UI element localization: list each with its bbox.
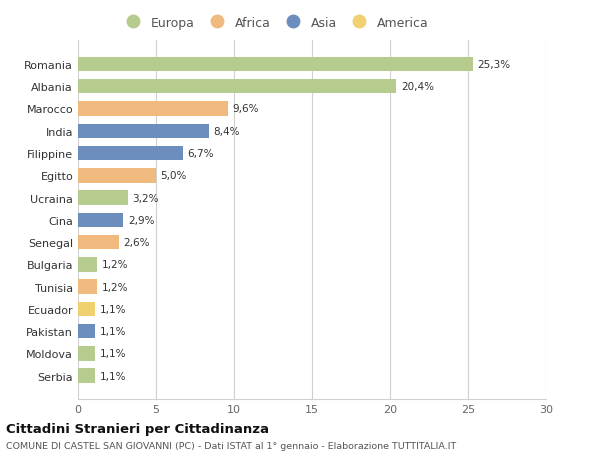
Text: COMUNE DI CASTEL SAN GIOVANNI (PC) - Dati ISTAT al 1° gennaio - Elaborazione TUT: COMUNE DI CASTEL SAN GIOVANNI (PC) - Dat… [6, 441, 456, 450]
Bar [78, 369, 95, 383]
Text: 8,4%: 8,4% [214, 127, 240, 136]
Bar [78, 124, 209, 139]
Text: 1,2%: 1,2% [101, 282, 128, 292]
Text: 5,0%: 5,0% [161, 171, 187, 181]
Text: 25,3%: 25,3% [478, 60, 511, 70]
Bar [78, 80, 396, 94]
Text: 1,1%: 1,1% [100, 371, 127, 381]
Text: 20,4%: 20,4% [401, 82, 434, 92]
Bar [78, 347, 95, 361]
Text: 6,7%: 6,7% [187, 149, 214, 159]
Bar [78, 213, 123, 228]
Bar [78, 191, 128, 205]
Text: 3,2%: 3,2% [133, 193, 159, 203]
Text: 2,9%: 2,9% [128, 215, 154, 225]
Bar [78, 280, 97, 294]
Bar [78, 146, 182, 161]
Bar [78, 235, 119, 250]
Text: 1,2%: 1,2% [101, 260, 128, 270]
Bar [78, 168, 156, 183]
Bar [78, 302, 95, 316]
Bar [78, 57, 473, 72]
Text: 2,6%: 2,6% [123, 238, 150, 247]
Text: 1,1%: 1,1% [100, 304, 127, 314]
Bar [78, 257, 97, 272]
Text: 1,1%: 1,1% [100, 349, 127, 358]
Text: Cittadini Stranieri per Cittadinanza: Cittadini Stranieri per Cittadinanza [6, 422, 269, 435]
Text: 1,1%: 1,1% [100, 326, 127, 336]
Legend: Europa, Africa, Asia, America: Europa, Africa, Asia, America [116, 12, 433, 35]
Bar [78, 324, 95, 339]
Text: 9,6%: 9,6% [232, 104, 259, 114]
Bar [78, 102, 228, 117]
